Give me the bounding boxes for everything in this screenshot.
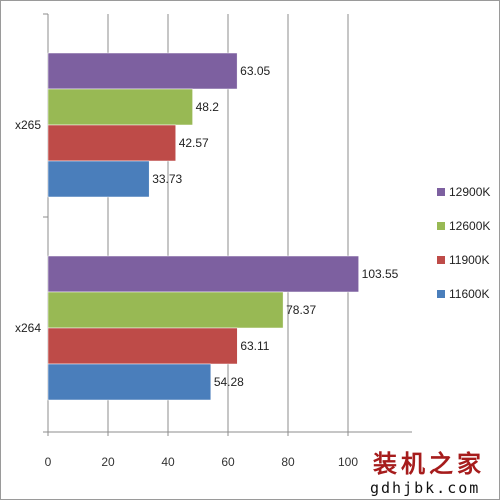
bar-x264-12900K [47, 255, 359, 293]
value-label-x264-12900K: 103.55 [362, 267, 399, 281]
legend-label-12900K: 12900K [449, 185, 490, 199]
legend-label-11900K: 11900K [449, 253, 489, 267]
tick-label-x-80: 80 [281, 455, 295, 469]
legend-label-12600K: 12600K [449, 219, 490, 233]
value-label-x265-11600K: 33.73 [152, 172, 182, 186]
bar-x265-12600K [47, 88, 193, 126]
value-label-x265-11900K: 42.57 [179, 136, 209, 150]
value-label-x265-12900K: 63.05 [240, 64, 270, 78]
legend-swatch-11600K [437, 290, 445, 298]
watermark-url: gdhjbk.com [370, 479, 480, 497]
bar-x265-11900K [47, 124, 176, 162]
watermark-cn: 装机之家 [373, 450, 485, 478]
legend-swatch-11900K [437, 256, 445, 264]
value-label-x264-11600K: 54.28 [214, 375, 244, 389]
category-label-x265: x265 [15, 118, 41, 132]
legend-swatch-12900K [437, 188, 445, 196]
tick-label-x-40: 40 [161, 455, 175, 469]
tick-label-x-100: 100 [338, 455, 358, 469]
tick-label-x-20: 20 [101, 455, 115, 469]
legend-label-11600K: 11600K [449, 287, 489, 301]
legend-swatch-12600K [437, 222, 445, 230]
value-label-x265-12600K: 48.2 [196, 100, 220, 114]
bar-x264-12600K [47, 291, 284, 329]
bar-x265-12900K [47, 52, 238, 90]
category-label-x264: x264 [15, 321, 41, 335]
bar-x264-11600K [47, 363, 212, 401]
value-label-x264-11900K: 63.11 [240, 339, 269, 353]
tick-label-x-60: 60 [221, 455, 235, 469]
bar-x265-11600K [47, 160, 150, 198]
tick-label-x-0: 0 [45, 455, 52, 469]
bar-x264-11900K [47, 327, 238, 365]
value-label-x264-12600K: 78.37 [286, 303, 316, 317]
